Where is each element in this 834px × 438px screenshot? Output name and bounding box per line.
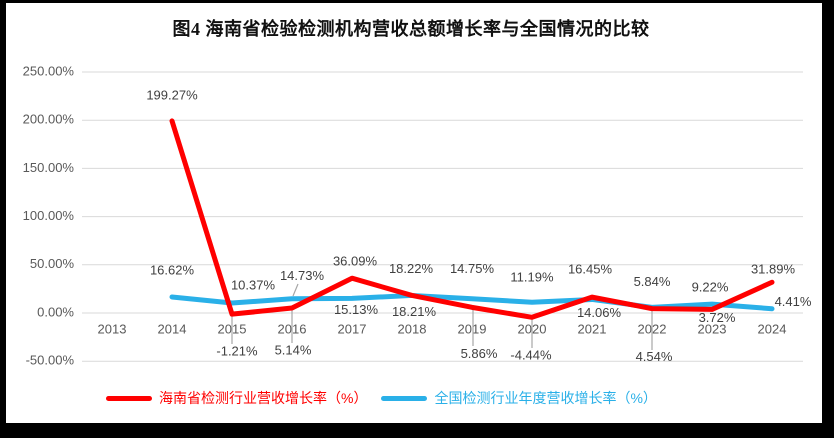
x-tick-label: 2013 — [98, 321, 127, 336]
x-tick-label: 2014 — [158, 321, 187, 336]
data-label: 4.41% — [775, 294, 812, 309]
legend-label-hainan: 海南省检测行业营收增长率（%） — [159, 390, 368, 406]
data-label: 14.06% — [577, 305, 622, 320]
legend: 海南省检测行业营收增长率（%） 全国检测行业年度营收增长率（%） — [106, 388, 657, 408]
data-label: 18.22% — [389, 261, 434, 276]
data-label: 31.89% — [751, 262, 796, 277]
x-tick-label: 2019 — [458, 321, 487, 336]
x-tick-label: 2023 — [698, 321, 727, 336]
series-line-national — [169, 292, 775, 312]
data-label: 10.37% — [231, 277, 276, 292]
y-tick-label: 100.00% — [23, 208, 75, 223]
data-label: 14.73% — [280, 268, 325, 283]
data-label: 15.13% — [334, 302, 379, 317]
y-tick-label: 150.00% — [23, 160, 75, 175]
data-label: 11.19% — [510, 270, 554, 285]
chart-background — [6, 3, 822, 423]
data-label: 9.22% — [692, 280, 729, 295]
series-line-hainan — [169, 118, 775, 320]
y-tick-label: 250.00% — [23, 63, 75, 78]
chart-title: 图4 海南省检验检测机构营收总额增长率与全国情况的比较 — [172, 19, 650, 39]
data-label: 199.27% — [146, 87, 198, 102]
data-label: 5.14% — [275, 342, 312, 357]
data-label: 16.45% — [568, 262, 613, 277]
data-label: 5.84% — [634, 274, 671, 289]
legend-item-hainan[interactable]: 海南省检测行业营收增长率（%） — [106, 388, 367, 408]
leader-line — [292, 283, 299, 297]
legend-label-national: 全国检测行业年度营收增长率（%） — [434, 390, 657, 406]
data-label: 36.09% — [333, 254, 378, 269]
y-tick-label: 0.00% — [37, 304, 74, 319]
legend-item-national[interactable]: 全国检测行业年度营收增长率（%） — [381, 388, 657, 408]
data-label: 18.21% — [392, 304, 437, 319]
data-label: 16.62% — [150, 262, 195, 277]
y-tick-label: -50.00% — [26, 353, 75, 368]
data-label: 4.54% — [636, 349, 673, 364]
data-label: 3.72% — [699, 310, 736, 325]
data-label: 14.75% — [450, 261, 495, 276]
national-line-swatch — [381, 395, 428, 401]
data-label: 5.86% — [461, 346, 498, 361]
data-label: -1.21% — [216, 344, 258, 359]
x-tick-label: 2018 — [398, 321, 427, 336]
data-label: -4.44% — [510, 348, 552, 363]
x-tick-label: 2017 — [338, 321, 367, 336]
x-tick-label: 2021 — [578, 321, 607, 336]
y-tick-label: 200.00% — [23, 112, 75, 127]
hainan-line-swatch — [106, 395, 152, 401]
y-tick-label: 50.00% — [30, 256, 75, 271]
x-tick-label: 2024 — [758, 321, 787, 336]
